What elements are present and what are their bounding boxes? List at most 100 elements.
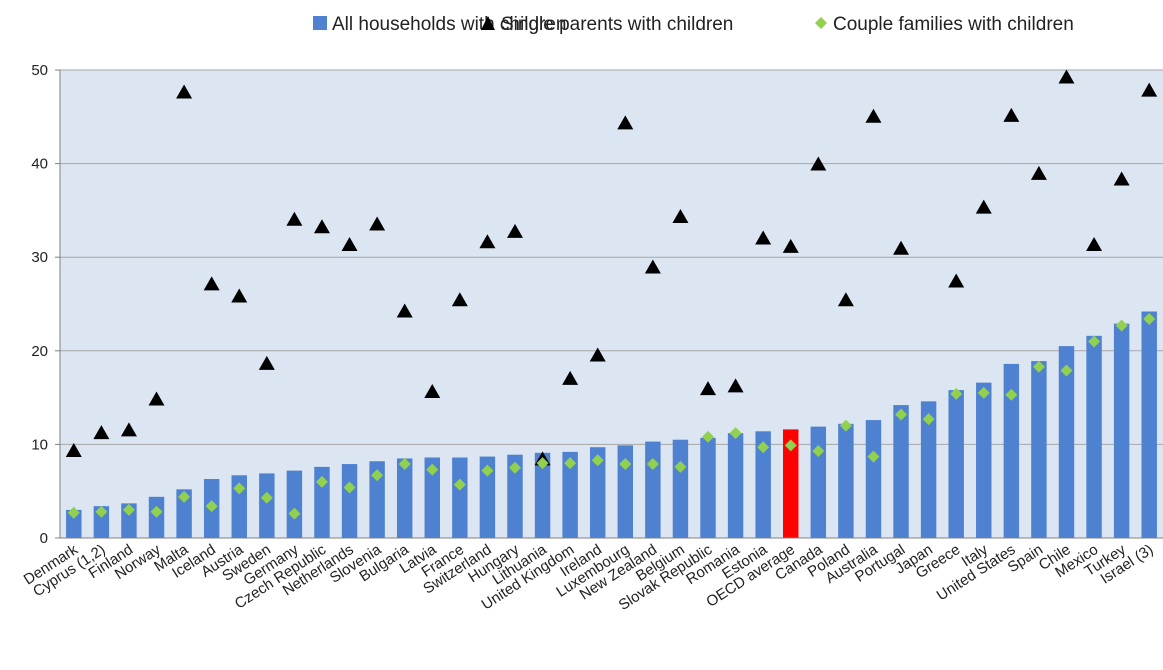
- legend-triangle-marker: [481, 16, 495, 30]
- bar: [727, 433, 744, 538]
- diamond-marker: [619, 458, 632, 471]
- diamond-marker: [729, 427, 742, 440]
- triangle-marker: [1058, 69, 1075, 84]
- diamond-marker: [343, 481, 356, 494]
- bar: [66, 509, 82, 538]
- diamond-marker: [784, 439, 797, 452]
- plot-area: [60, 70, 1163, 538]
- triangle-marker: [1086, 237, 1103, 252]
- bar: [93, 506, 110, 538]
- diamond-marker: [205, 500, 218, 513]
- triangle-marker: [341, 237, 358, 252]
- diamond-marker: [426, 463, 439, 476]
- bar: [1113, 323, 1130, 538]
- triangle-marker: [617, 115, 634, 130]
- triangle-marker: [893, 240, 910, 255]
- diamond-marker: [150, 505, 163, 518]
- bar: [700, 437, 716, 538]
- bar: [1086, 335, 1102, 538]
- legend-label-triangles: Single parents with children: [501, 14, 733, 35]
- bar: [1031, 361, 1047, 538]
- diamond-marker: [371, 469, 384, 482]
- diamond-marker: [398, 458, 411, 471]
- bar: [617, 445, 634, 538]
- triangle-marker: [837, 292, 854, 307]
- diamond-marker: [812, 444, 825, 457]
- bar-highlight: [783, 429, 799, 538]
- bar: [893, 405, 909, 538]
- triangle-marker: [65, 442, 82, 457]
- triangle-marker: [1003, 107, 1020, 122]
- triangle-marker: [1141, 82, 1158, 97]
- triangle-marker: [424, 383, 441, 398]
- triangle-marker: [93, 425, 110, 440]
- bar: [948, 390, 964, 538]
- diamond-marker: [122, 503, 135, 516]
- triangle-marker: [782, 238, 799, 253]
- triangle-marker: [1113, 171, 1130, 186]
- bar: [396, 458, 413, 538]
- bar: [1141, 311, 1157, 538]
- triangle-marker: [700, 381, 717, 396]
- bar: [259, 473, 275, 538]
- legend-item-diamonds: Couple families with children: [815, 14, 1074, 35]
- diamond-marker: [977, 386, 990, 399]
- diamond-marker: [564, 457, 577, 470]
- diamond-marker: [922, 413, 935, 426]
- bar: [1058, 346, 1075, 538]
- diamond-marker: [757, 441, 770, 454]
- diamond-marker: [1005, 388, 1018, 401]
- triangle-marker: [176, 84, 193, 99]
- triangle-marker: [148, 391, 165, 406]
- triangle-marker: [1030, 165, 1047, 180]
- diamond-marker: [839, 419, 852, 432]
- triangle-marker: [589, 347, 606, 362]
- bar: [589, 447, 606, 538]
- diamond-marker: [95, 505, 108, 518]
- diamond-marker: [67, 506, 80, 519]
- diamond-marker: [178, 490, 191, 503]
- diamond-marker: [867, 450, 880, 463]
- triangle-marker: [727, 378, 744, 393]
- triangle-marker: [369, 216, 386, 231]
- bar: [838, 423, 854, 538]
- diamond-marker: [895, 408, 908, 421]
- bar: [369, 461, 385, 538]
- triangle-marker: [396, 303, 413, 318]
- bar: [865, 420, 882, 538]
- y-tick-label: 30: [31, 249, 48, 266]
- bar: [231, 475, 247, 538]
- triangle-marker: [672, 208, 689, 223]
- bar: [176, 489, 192, 538]
- legend: All households with children Single pare…: [313, 14, 1074, 35]
- bars: [66, 311, 1157, 538]
- triangle-marker: [451, 292, 468, 307]
- diamond-marker: [453, 478, 466, 491]
- bar: [645, 441, 661, 538]
- triangle-marker: [479, 234, 496, 249]
- diamond-marker: [508, 461, 521, 474]
- triangle-marker: [562, 370, 579, 385]
- y-tick-label: 50: [31, 62, 48, 79]
- diamond-marker: [536, 457, 549, 470]
- bar: [534, 452, 551, 538]
- legend-item-triangles: Single parents with children: [481, 14, 733, 35]
- triangle-marker: [286, 211, 303, 226]
- triangle-marker: [755, 230, 772, 245]
- bar: [314, 466, 330, 538]
- bar: [562, 451, 578, 538]
- legend-item-bars: All households with children: [313, 14, 566, 35]
- diamond-marker: [1060, 364, 1073, 377]
- diamond-marker: [233, 482, 246, 495]
- bar: [479, 456, 496, 538]
- legend-diamond-marker: [815, 17, 827, 29]
- bar: [672, 439, 689, 538]
- bar: [452, 457, 468, 538]
- bar: [424, 457, 440, 538]
- bar: [920, 401, 937, 538]
- triangle-marker: [644, 259, 661, 274]
- y-tick-label: 0: [40, 530, 48, 547]
- bar: [976, 382, 992, 538]
